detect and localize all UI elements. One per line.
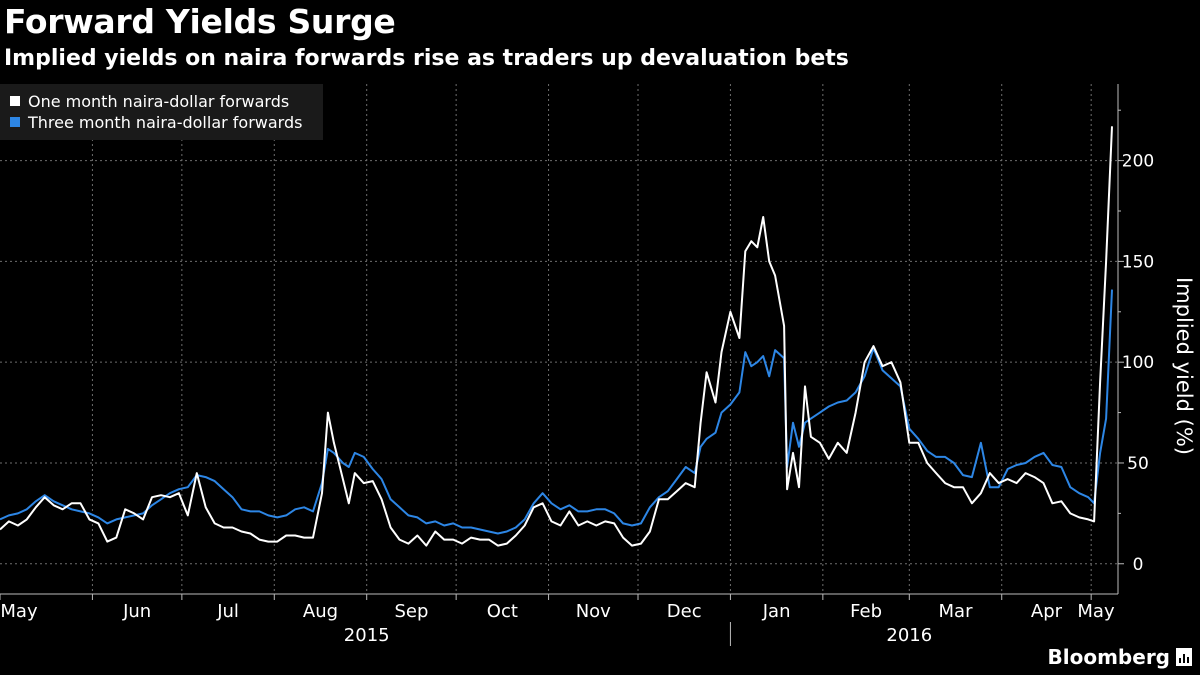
x-axis: May Jun Jul Aug Sep Oct Nov Dec Jan Feb Mar Apr May 2…: [0, 593, 1118, 646]
x-tick-label: Apr: [1031, 601, 1063, 622]
y-axis-label: Implied yield (%): [1172, 277, 1196, 455]
x-tick-label: Jul: [216, 601, 239, 622]
y-tick-label: 0: [1133, 555, 1144, 575]
x-tick-label: Jan: [762, 601, 791, 622]
y-tick-label: 150: [1122, 252, 1154, 272]
legend-label-one-month: One month naira-dollar forwards: [28, 92, 289, 111]
brand-name: Bloomberg: [1047, 645, 1170, 669]
x-tick-label: Dec: [667, 601, 702, 622]
legend: One month naira-dollar forwards Three mo…: [0, 84, 323, 140]
x-tick-label: Sep: [394, 601, 428, 622]
bloomberg-logo: Bloomberg: [1048, 645, 1192, 669]
x-tick-label: Oct: [487, 601, 518, 622]
grid-lines: [0, 84, 1118, 594]
chart-subtitle: Implied yields on naira forwards rise as…: [4, 46, 849, 71]
bloomberg-terminal-icon: [1176, 648, 1192, 666]
legend-background: [0, 84, 323, 140]
chart-title: Forward Yields Surge: [4, 2, 396, 41]
x-tick-label: Feb: [850, 601, 882, 622]
series-lines: [0, 126, 1113, 547]
y-tick-label: 50: [1127, 454, 1149, 474]
y-tick-label: 100: [1122, 353, 1154, 373]
series-line-one-month: [0, 126, 1113, 547]
x-tick-label: Mar: [939, 601, 974, 622]
legend-label-three-month: Three month naira-dollar forwards: [27, 113, 302, 132]
year-label: 2016: [886, 625, 932, 646]
legend-swatch-one-month: [10, 96, 20, 106]
x-tick-label: May: [1077, 601, 1115, 622]
x-tick-label: Aug: [303, 601, 338, 622]
x-tick-label: Jun: [122, 601, 151, 622]
year-label: 2015: [344, 625, 390, 646]
x-tick-label: May: [0, 601, 38, 622]
x-tick-label: Nov: [576, 601, 611, 622]
y-tick-label: 200: [1122, 152, 1154, 172]
legend-swatch-three-month: [10, 117, 20, 127]
y-axis: 0 50 100 150 200: [1117, 84, 1154, 594]
